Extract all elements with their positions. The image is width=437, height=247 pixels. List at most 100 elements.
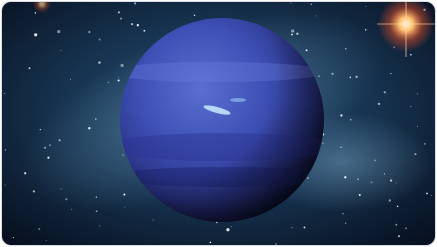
star: [395, 224, 397, 226]
star: [122, 154, 123, 155]
star: [88, 127, 90, 129]
star: [118, 11, 120, 13]
star: [384, 173, 385, 174]
star: [24, 172, 26, 174]
image-card: [1, 1, 436, 246]
star: [96, 196, 97, 197]
star: [65, 198, 67, 200]
star: [340, 114, 342, 116]
star: [342, 213, 343, 214]
star: [59, 139, 61, 141]
star: [371, 181, 373, 183]
star: [60, 188, 61, 189]
star: [124, 207, 125, 208]
star: [99, 38, 101, 40]
star: [60, 50, 61, 51]
star: [57, 30, 60, 33]
star: [108, 82, 109, 83]
star: [398, 235, 400, 237]
star: [291, 34, 293, 36]
star: [120, 18, 122, 20]
star: [40, 129, 41, 130]
star: [226, 228, 229, 231]
star: [366, 6, 367, 7]
star: [417, 93, 418, 94]
star: [29, 67, 31, 69]
page: (() => { JSON.parse(document.getElementB…: [0, 0, 437, 247]
star: [35, 12, 36, 13]
star: [290, 3, 291, 4]
star: [384, 91, 386, 93]
star: [306, 49, 308, 51]
star: [47, 157, 49, 159]
star: [137, 24, 139, 26]
star: [410, 54, 412, 56]
star: [344, 176, 346, 178]
star: [96, 210, 98, 212]
star: [426, 193, 428, 195]
star: [417, 126, 418, 127]
star: [121, 64, 124, 67]
star: [5, 184, 6, 185]
star: [118, 79, 120, 81]
star: [46, 240, 47, 241]
planet-shadow: [120, 18, 324, 222]
star: [340, 147, 341, 148]
star: [378, 103, 380, 105]
star: [350, 77, 352, 79]
star: [99, 225, 100, 226]
star: [291, 29, 294, 32]
star: [311, 4, 313, 6]
star: [315, 15, 316, 16]
star: [131, 23, 133, 25]
star: [296, 33, 298, 35]
star: [88, 31, 90, 33]
star: [357, 179, 358, 180]
star: [318, 76, 319, 77]
star: [431, 195, 432, 196]
star: [34, 33, 37, 36]
star: [98, 61, 100, 63]
star: [415, 153, 417, 155]
star: [405, 228, 406, 229]
space-scene: [2, 2, 435, 245]
star: [153, 219, 154, 220]
star: [307, 177, 309, 179]
star: [118, 77, 119, 78]
star: [345, 48, 346, 49]
star: [396, 183, 397, 184]
star: [70, 79, 71, 80]
star: [331, 73, 333, 75]
star: [38, 228, 40, 230]
star: [275, 243, 276, 244]
star: [95, 118, 97, 120]
star: [231, 226, 232, 227]
star: [49, 144, 51, 146]
star: [397, 206, 398, 207]
star: [390, 179, 392, 181]
star: [410, 106, 411, 107]
star: [44, 147, 46, 149]
star: [13, 237, 14, 238]
star: [424, 143, 425, 144]
star: [359, 194, 361, 196]
star: [134, 2, 136, 4]
star: [389, 199, 391, 201]
star: [345, 222, 346, 223]
star: [322, 142, 324, 144]
star: [5, 149, 6, 150]
star: [123, 194, 125, 196]
star: [194, 15, 195, 16]
star: [356, 76, 358, 78]
star: [210, 242, 212, 244]
star: [4, 93, 5, 94]
star: [304, 226, 306, 228]
star: [390, 73, 391, 74]
star: [365, 29, 366, 30]
star: [71, 209, 72, 210]
star: [292, 227, 293, 228]
star: [33, 190, 35, 192]
star: [374, 160, 375, 161]
star: [350, 119, 352, 121]
star: [143, 30, 145, 32]
